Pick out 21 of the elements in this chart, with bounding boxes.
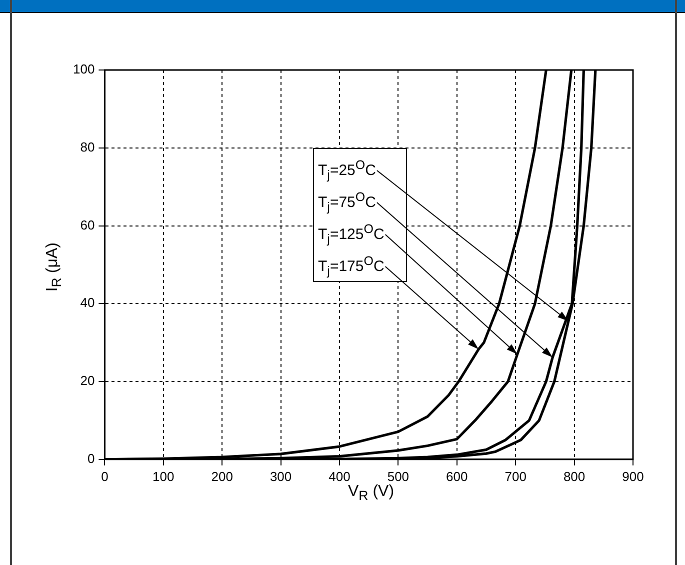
x-tick-label: 100 bbox=[152, 468, 174, 484]
x-tick-label: 200 bbox=[211, 468, 233, 484]
y-tick-label: 80 bbox=[80, 139, 95, 154]
y-tick-label: 100 bbox=[72, 62, 95, 77]
x-tick-label: 300 bbox=[270, 468, 292, 484]
x-tick-label: 700 bbox=[504, 468, 526, 484]
x-tick-label: 900 bbox=[622, 468, 644, 484]
annotation: T$_{j}$=125$^{O}$C bbox=[318, 222, 384, 246]
y-tick-label: 0 bbox=[87, 450, 95, 466]
x-tick-label: 600 bbox=[446, 468, 468, 484]
annotation: T$_{j}$=75$^{O}$C bbox=[318, 190, 376, 214]
x-tick-label: 800 bbox=[563, 468, 586, 484]
x-axis-title: V$_{R}$ (V) bbox=[346, 483, 396, 504]
x-tick-label: 500 bbox=[387, 468, 410, 484]
y-tick-label: 40 bbox=[80, 295, 95, 310]
annotation: T$_{j}$=175$^{O}$C bbox=[318, 254, 384, 278]
x-tick-label: 0 bbox=[101, 468, 108, 484]
annotation: T$_{j}$=25$^{O}$C bbox=[318, 158, 376, 182]
x-tick-label: 400 bbox=[328, 468, 350, 484]
y-tick-label: 20 bbox=[80, 373, 95, 388]
y-tick-label: 60 bbox=[80, 217, 95, 232]
